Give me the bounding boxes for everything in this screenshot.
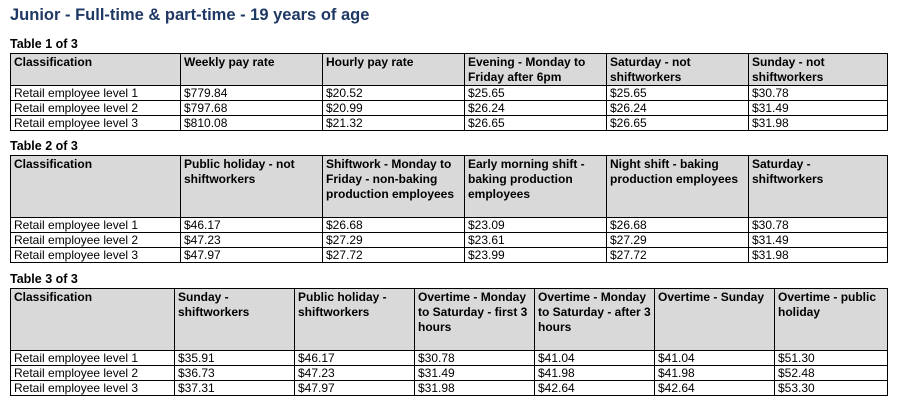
rate-cell: $25.65 [464,85,607,101]
table-row: Retail employee level 3 $47.97 $27.72 $2… [10,247,888,263]
rate-cell: $42.64 [534,380,655,396]
rate-cell: $52.48 [774,365,888,381]
rate-cell: $30.78 [414,350,535,366]
table-row: Retail employee level 2 $47.23 $27.29 $2… [10,232,888,248]
column-header: Early morning shift - baking production … [464,155,607,218]
classification-cell: Retail employee level 1 [10,350,175,366]
rate-cell: $27.29 [606,232,749,248]
rate-cell: $810.08 [180,115,323,131]
rate-cell: $31.49 [748,100,888,116]
rate-cell: $779.84 [180,85,323,101]
classification-cell: Retail employee level 2 [10,365,175,381]
rate-cell: $20.52 [322,85,465,101]
rate-cell: $31.98 [748,115,888,131]
column-header: Overtime - Monday to Saturday - after 3 … [534,288,655,351]
column-header: Shiftwork - Monday to Friday - non-bakin… [322,155,465,218]
classification-cell: Retail employee level 2 [10,100,181,116]
rate-cell: $41.04 [654,350,775,366]
column-header: Hourly pay rate [322,53,465,86]
pay-table-1: Classification Weekly pay rate Hourly pa… [10,53,888,131]
rate-cell: $47.23 [294,365,415,381]
classification-cell: Retail employee level 3 [10,115,181,131]
table-row: Retail employee level 2 $797.68 $20.99 $… [10,100,888,116]
column-header: Classification [10,53,181,86]
rate-cell: $37.31 [174,380,295,396]
rate-cell: $23.61 [464,232,607,248]
rate-cell: $30.78 [748,85,888,101]
table-caption: Table 3 of 3 [10,272,78,286]
rate-cell: $41.98 [654,365,775,381]
column-header: Sunday - not shiftworkers [748,53,888,86]
column-header: Overtime - Sunday [654,288,775,351]
rate-cell: $21.32 [322,115,465,131]
rate-cell: $26.65 [464,115,607,131]
column-header: Public holiday - shiftworkers [294,288,415,351]
rate-cell: $42.64 [654,380,775,396]
column-header: Sunday - shiftworkers [174,288,295,351]
classification-cell: Retail employee level 1 [10,85,181,101]
rate-cell: $46.17 [180,217,323,233]
rate-cell: $23.99 [464,247,607,263]
table-row: Retail employee level 1 $46.17 $26.68 $2… [10,217,888,233]
classification-cell: Retail employee level 2 [10,232,181,248]
classification-cell: Retail employee level 3 [10,247,181,263]
column-header: Overtime - public holiday [774,288,888,351]
table-header-row: Classification Sunday - shiftworkers Pub… [10,288,888,351]
table-header-row: Classification Public holiday - not shif… [10,155,888,218]
rate-cell: $20.99 [322,100,465,116]
table-row: Retail employee level 1 $779.84 $20.52 $… [10,85,888,101]
rate-cell: $31.49 [414,365,535,381]
column-header: Saturday - shiftworkers [748,155,888,218]
table-header-row: Classification Weekly pay rate Hourly pa… [10,53,888,86]
table-caption: Table 2 of 3 [10,139,78,153]
rate-cell: $47.97 [180,247,323,263]
rate-cell: $31.98 [748,247,888,263]
column-header: Classification [10,288,175,351]
rate-cell: $27.72 [322,247,465,263]
pay-table-3: Classification Sunday - shiftworkers Pub… [10,288,888,396]
column-header: Classification [10,155,181,218]
rate-cell: $26.65 [606,115,749,131]
rate-cell: $41.98 [534,365,655,381]
rate-cell: $35.91 [174,350,295,366]
rate-cell: $47.23 [180,232,323,248]
pay-table-2: Classification Public holiday - not shif… [10,155,888,263]
rate-cell: $27.29 [322,232,465,248]
rate-cell: $36.73 [174,365,295,381]
rate-cell: $26.24 [606,100,749,116]
classification-cell: Retail employee level 3 [10,380,175,396]
rate-cell: $797.68 [180,100,323,116]
rate-cell: $46.17 [294,350,415,366]
table-row: Retail employee level 2 $36.73 $47.23 $3… [10,365,888,381]
rate-cell: $26.68 [606,217,749,233]
column-header: Weekly pay rate [180,53,323,86]
rate-cell: $27.72 [606,247,749,263]
rate-cell: $53.30 [774,380,888,396]
rate-cell: $23.09 [464,217,607,233]
column-header: Public holiday - not shiftworkers [180,155,323,218]
table-row: Retail employee level 1 $35.91 $46.17 $3… [10,350,888,366]
column-header: Overtime - Monday to Saturday - first 3 … [414,288,535,351]
rate-cell: $31.98 [414,380,535,396]
rate-cell: $41.04 [534,350,655,366]
table-row: Retail employee level 3 $810.08 $21.32 $… [10,115,888,131]
table-row: Retail employee level 3 $37.31 $47.97 $3… [10,380,888,396]
rate-cell: $47.97 [294,380,415,396]
rate-cell: $26.68 [322,217,465,233]
page-title: Junior - Full-time & part-time - 19 year… [10,6,370,24]
classification-cell: Retail employee level 1 [10,217,181,233]
rate-cell: $25.65 [606,85,749,101]
rate-cell: $31.49 [748,232,888,248]
column-header: Night shift - baking production employee… [606,155,749,218]
table-caption: Table 1 of 3 [10,37,78,51]
rate-cell: $26.24 [464,100,607,116]
rate-cell: $30.78 [748,217,888,233]
column-header: Saturday - not shiftworkers [606,53,749,86]
rate-cell: $51.30 [774,350,888,366]
column-header: Evening - Monday to Friday after 6pm [464,53,607,86]
